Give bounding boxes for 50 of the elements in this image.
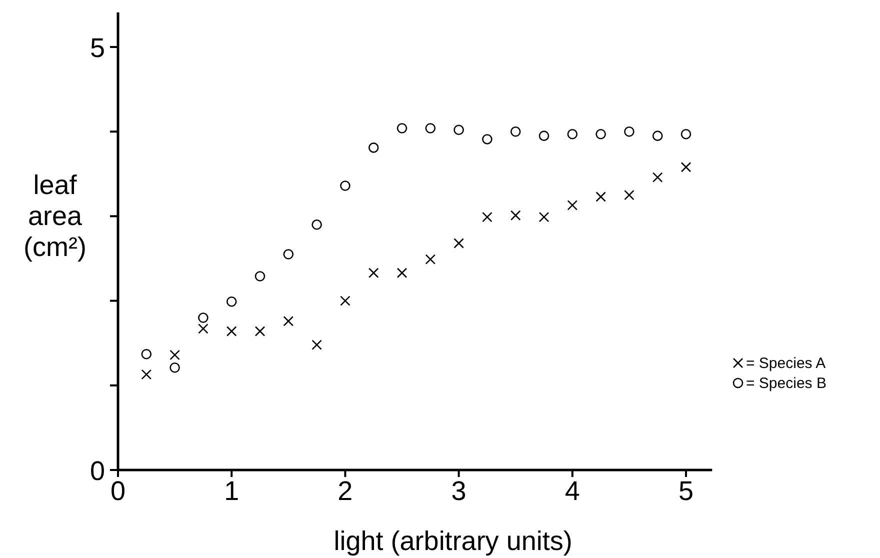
point bbox=[396, 123, 408, 134]
point bbox=[624, 190, 634, 200]
x-tick-label: 5 bbox=[678, 476, 694, 506]
point bbox=[425, 123, 436, 134]
point bbox=[652, 172, 663, 182]
point bbox=[226, 296, 237, 307]
point bbox=[454, 124, 464, 136]
point bbox=[254, 271, 266, 282]
point bbox=[482, 134, 492, 144]
point bbox=[538, 212, 550, 222]
point bbox=[368, 142, 379, 153]
point bbox=[680, 162, 692, 172]
point bbox=[538, 130, 550, 141]
x-tick-label: 1 bbox=[224, 476, 240, 506]
point bbox=[141, 348, 152, 360]
point bbox=[567, 200, 578, 210]
point bbox=[482, 212, 492, 222]
point bbox=[254, 326, 266, 336]
legend-label: = Species B bbox=[746, 375, 826, 392]
point bbox=[340, 296, 350, 306]
point bbox=[624, 126, 634, 137]
point bbox=[170, 350, 180, 360]
point bbox=[198, 312, 208, 323]
point bbox=[198, 324, 208, 334]
point bbox=[312, 220, 322, 230]
point bbox=[652, 130, 663, 141]
point bbox=[283, 249, 294, 260]
point bbox=[596, 192, 606, 202]
point bbox=[680, 128, 692, 140]
point bbox=[141, 369, 152, 380]
x-tick-label: 4 bbox=[564, 476, 580, 506]
point bbox=[425, 254, 436, 264]
point bbox=[396, 268, 408, 278]
point bbox=[226, 326, 237, 336]
x-tick-label: 3 bbox=[451, 476, 466, 506]
point bbox=[340, 180, 350, 191]
point bbox=[510, 126, 521, 137]
point bbox=[567, 128, 578, 140]
x-tick-label: 2 bbox=[338, 476, 353, 506]
x-tick-label: 0 bbox=[110, 476, 126, 506]
point bbox=[510, 210, 521, 221]
legend-label: = Species A bbox=[746, 355, 826, 372]
point bbox=[596, 128, 606, 140]
point bbox=[454, 238, 464, 248]
x-axis-title: light (arbitrary units) bbox=[334, 526, 572, 556]
y-axis-title: leaf area (cm²) bbox=[24, 170, 86, 262]
point bbox=[368, 268, 379, 278]
point bbox=[283, 316, 294, 326]
point bbox=[170, 362, 180, 373]
point bbox=[312, 340, 322, 350]
